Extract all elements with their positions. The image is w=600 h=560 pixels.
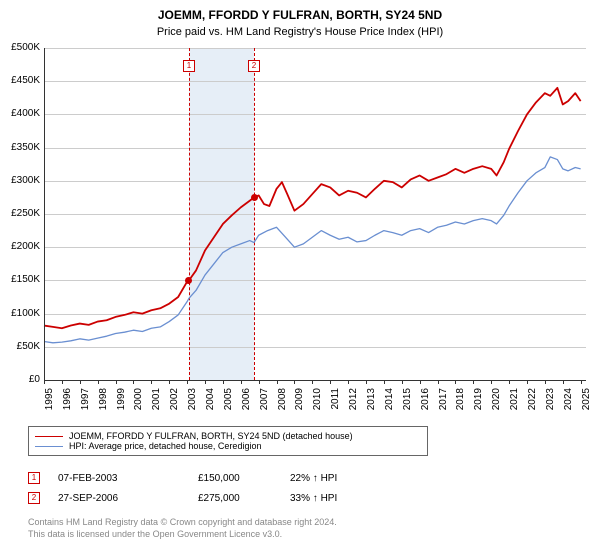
legend-item: HPI: Average price, detached house, Cere… bbox=[35, 441, 421, 451]
chart-container: JOEMM, FFORDD Y FULFRAN, BORTH, SY24 5ND… bbox=[0, 0, 600, 560]
x-tick-label: 2017 bbox=[438, 388, 449, 418]
chart-subtitle: Price paid vs. HM Land Registry's House … bbox=[0, 26, 600, 38]
y-tick-label: £350K bbox=[0, 142, 40, 153]
legend-swatch bbox=[35, 436, 63, 437]
sale-marker-dot bbox=[251, 194, 258, 201]
x-tick-label: 2023 bbox=[545, 388, 556, 418]
x-tick-label: 2022 bbox=[527, 388, 538, 418]
series-property bbox=[44, 88, 581, 328]
x-tick-label: 2014 bbox=[384, 388, 395, 418]
y-tick-label: £250K bbox=[0, 208, 40, 219]
x-tick-label: 2021 bbox=[509, 388, 520, 418]
y-gridline bbox=[44, 114, 586, 115]
chart-title: JOEMM, FFORDD Y FULFRAN, BORTH, SY24 5ND bbox=[0, 8, 600, 22]
x-tick-label: 1995 bbox=[44, 388, 55, 418]
sale-vline bbox=[254, 48, 255, 380]
x-tick-label: 2007 bbox=[259, 388, 270, 418]
x-tick-label: 2024 bbox=[563, 388, 574, 418]
y-gridline bbox=[44, 214, 586, 215]
y-gridline bbox=[44, 247, 586, 248]
x-tick-label: 2015 bbox=[402, 388, 413, 418]
x-tick-label: 2008 bbox=[277, 388, 288, 418]
x-tick-label: 1999 bbox=[116, 388, 127, 418]
y-gridline bbox=[44, 181, 586, 182]
legend-swatch bbox=[35, 446, 63, 447]
x-tick-label: 2018 bbox=[455, 388, 466, 418]
y-gridline bbox=[44, 48, 586, 49]
y-tick-label: £200K bbox=[0, 241, 40, 252]
sale-pct-vs-hpi: 33% ↑ HPI bbox=[290, 493, 410, 504]
x-tick-label: 2012 bbox=[348, 388, 359, 418]
y-gridline bbox=[44, 314, 586, 315]
legend-item: JOEMM, FFORDD Y FULFRAN, BORTH, SY24 5ND… bbox=[35, 431, 421, 441]
sale-vline bbox=[189, 48, 190, 380]
x-tick-label: 2001 bbox=[151, 388, 162, 418]
x-tick-label: 2009 bbox=[294, 388, 305, 418]
x-tick-label: 2003 bbox=[187, 388, 198, 418]
x-tick-label: 1996 bbox=[62, 388, 73, 418]
x-tick-label: 2025 bbox=[581, 388, 592, 418]
x-tick-label: 2004 bbox=[205, 388, 216, 418]
x-tick-label: 2010 bbox=[312, 388, 323, 418]
y-tick-label: £50K bbox=[0, 341, 40, 352]
y-tick-label: £300K bbox=[0, 175, 40, 186]
sale-date: 07-FEB-2003 bbox=[40, 473, 198, 484]
y-tick-label: £450K bbox=[0, 75, 40, 86]
y-gridline bbox=[44, 81, 586, 82]
legend: JOEMM, FFORDD Y FULFRAN, BORTH, SY24 5ND… bbox=[28, 426, 428, 456]
sale-marker-box: 1 bbox=[183, 60, 195, 72]
y-axis bbox=[44, 48, 45, 380]
x-tick-label: 2016 bbox=[420, 388, 431, 418]
sale-marker-box: 2 bbox=[248, 60, 260, 72]
x-tick-label: 2005 bbox=[223, 388, 234, 418]
sale-index-box: 2 bbox=[28, 492, 40, 504]
sale-price: £150,000 bbox=[198, 473, 290, 484]
sales-table: 107-FEB-2003£150,00022% ↑ HPI227-SEP-200… bbox=[28, 468, 410, 508]
y-gridline bbox=[44, 148, 586, 149]
y-tick-label: £150K bbox=[0, 274, 40, 285]
x-tick-label: 1997 bbox=[80, 388, 91, 418]
legend-label: JOEMM, FFORDD Y FULFRAN, BORTH, SY24 5ND… bbox=[69, 431, 353, 441]
sale-row: 227-SEP-2006£275,00033% ↑ HPI bbox=[28, 488, 410, 508]
y-tick-label: £400K bbox=[0, 108, 40, 119]
sale-price: £275,000 bbox=[198, 493, 290, 504]
x-tick-label: 2000 bbox=[133, 388, 144, 418]
footer-line-1: Contains HM Land Registry data © Crown c… bbox=[28, 516, 337, 528]
x-tick-label: 2019 bbox=[473, 388, 484, 418]
footer-line-2: This data is licensed under the Open Gov… bbox=[28, 528, 337, 540]
plot-area: £0£50K£100K£150K£200K£250K£300K£350K£400… bbox=[44, 48, 586, 380]
y-gridline bbox=[44, 347, 586, 348]
x-tick-label: 2020 bbox=[491, 388, 502, 418]
x-axis bbox=[44, 380, 586, 381]
y-tick-label: £0 bbox=[0, 374, 40, 385]
x-tick-label: 2006 bbox=[241, 388, 252, 418]
sale-row: 107-FEB-2003£150,00022% ↑ HPI bbox=[28, 468, 410, 488]
y-tick-label: £500K bbox=[0, 42, 40, 53]
sale-pct-vs-hpi: 22% ↑ HPI bbox=[290, 473, 410, 484]
sale-date: 27-SEP-2006 bbox=[40, 493, 198, 504]
x-tick-label: 2013 bbox=[366, 388, 377, 418]
series-hpi bbox=[44, 157, 581, 343]
legend-label: HPI: Average price, detached house, Cere… bbox=[69, 441, 261, 451]
footer-attribution: Contains HM Land Registry data © Crown c… bbox=[28, 516, 337, 540]
y-gridline bbox=[44, 280, 586, 281]
sale-index-box: 1 bbox=[28, 472, 40, 484]
x-tick-label: 1998 bbox=[98, 388, 109, 418]
y-tick-label: £100K bbox=[0, 308, 40, 319]
x-tick-label: 2002 bbox=[169, 388, 180, 418]
x-tick-label: 2011 bbox=[330, 388, 341, 418]
